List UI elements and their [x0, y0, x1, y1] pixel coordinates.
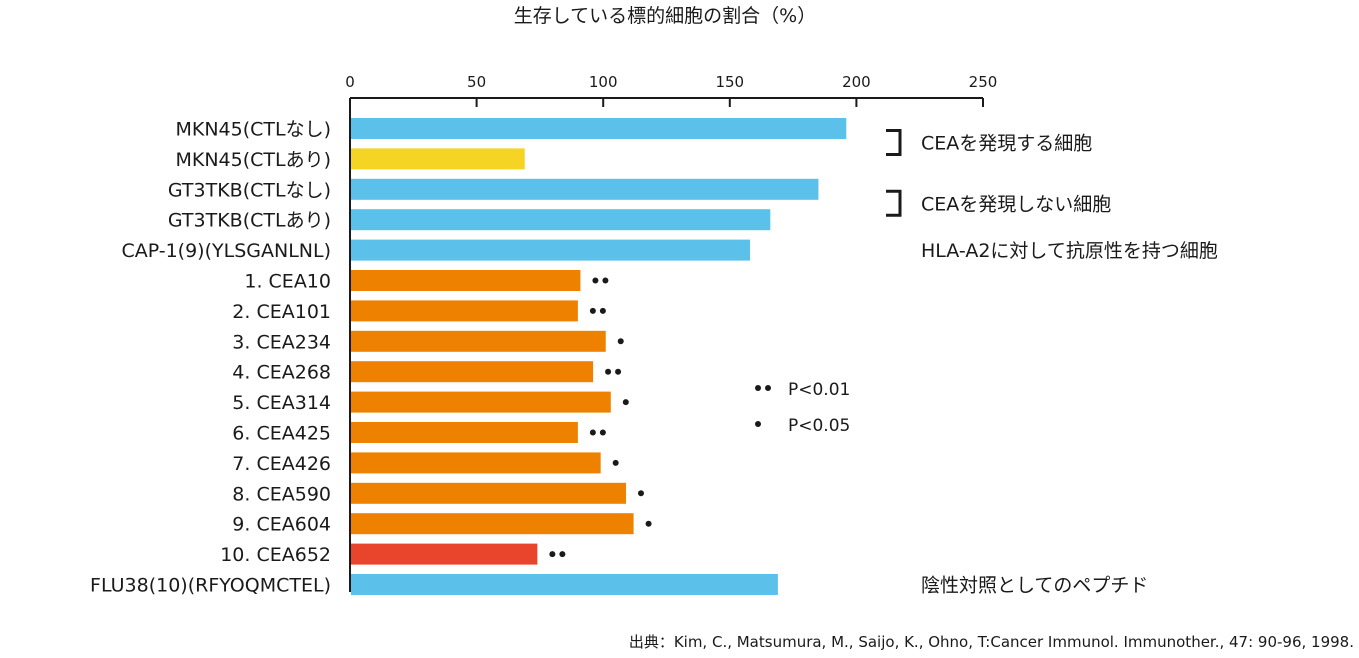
- significance-dot: [589, 429, 596, 436]
- category-label: MKN45(CTLあり): [175, 149, 331, 171]
- category-label: MKN45(CTLなし): [175, 119, 331, 141]
- category-label: 1. CEA10: [244, 271, 331, 293]
- bar: [351, 391, 611, 413]
- significance-dot: [615, 368, 622, 375]
- significance-dot: [599, 429, 606, 436]
- category-label: GT3TKB(CTLあり): [168, 210, 331, 232]
- x-tick-label: 150: [715, 73, 744, 91]
- group-label: CEAを発現しない細胞: [921, 193, 1111, 215]
- bar: [351, 330, 606, 352]
- bar: [351, 422, 578, 443]
- category-label: 6. CEA425: [232, 423, 331, 445]
- x-tick-label: 250: [969, 73, 998, 91]
- group-bracket: [886, 189, 902, 217]
- bar: [351, 118, 847, 139]
- category-label: 5. CEA314: [232, 392, 331, 414]
- category-label: 3. CEA234: [232, 331, 331, 353]
- group-label: 陰性対照としてのペプチド: [921, 575, 1148, 597]
- category-label: 2. CEA101: [232, 301, 331, 323]
- bar: [351, 543, 538, 565]
- significance-dot: [622, 399, 629, 406]
- significance-dot: [637, 490, 644, 497]
- bar: [351, 148, 525, 170]
- bar: [351, 574, 778, 595]
- source-citation: 出典：Kim, C., Matsumura, M., Saijo, K., Oh…: [629, 633, 1354, 651]
- significance-markers: [549, 277, 652, 558]
- x-tick-label: 200: [842, 73, 871, 91]
- significance-dot: [589, 307, 596, 314]
- category-label: CAP-1(9)(YLSGANLNL): [121, 240, 331, 262]
- bar: [351, 300, 578, 322]
- bar: [351, 361, 594, 383]
- category-label: 4. CEA268: [232, 362, 331, 384]
- category-label: 10. CEA652: [220, 544, 331, 566]
- bar: [351, 209, 771, 231]
- group-label: CEAを発現する細胞: [921, 133, 1092, 155]
- bar: [351, 452, 601, 474]
- category-labels: MKN45(CTLなし) MKN45(CTLあり) GT3TKB(CTLなし) GT3…: [90, 119, 331, 597]
- significance-dot: [617, 338, 624, 345]
- legend-label: P<0.05: [788, 416, 850, 436]
- bar: [351, 270, 581, 291]
- x-tick-label: 0: [345, 73, 355, 91]
- legend: P<0.01 P<0.05: [755, 380, 850, 436]
- x-axis: 0 50 100 150 200 250: [345, 73, 997, 592]
- category-label: 7. CEA426: [232, 453, 331, 475]
- legend-marker-dot: [765, 385, 771, 391]
- group-label: HLA-A2に対して抗原性を持つ細胞: [921, 240, 1218, 262]
- category-label: GT3TKB(CTLなし): [168, 179, 331, 201]
- x-tick-label: 100: [589, 73, 618, 91]
- chart-title: 生存している標的細胞の割合（%）: [514, 5, 817, 27]
- category-label: FLU38(10)(RFYOQMCTEL): [90, 575, 331, 597]
- bar: [351, 178, 819, 200]
- significance-dot: [592, 277, 599, 284]
- bars: [351, 118, 847, 595]
- significance-dot: [599, 307, 606, 314]
- category-label: 8. CEA590: [232, 483, 331, 505]
- legend-marker-dot: [755, 421, 761, 427]
- category-label: 9. CEA604: [232, 514, 331, 536]
- significance-dot: [612, 459, 619, 466]
- significance-dot: [549, 551, 556, 558]
- legend-label: P<0.01: [788, 380, 850, 400]
- bar: [351, 239, 751, 261]
- significance-dot: [645, 520, 652, 527]
- significance-dot: [605, 368, 612, 375]
- group-bracket: [886, 129, 902, 156]
- bar: [351, 482, 626, 504]
- group-annotations: CEAを発現する細胞 CEAを発現しない細胞 HLA-A2に対して抗原性を持つ細胞陰…: [886, 129, 1218, 597]
- significance-dot: [602, 277, 609, 284]
- x-tick-label: 50: [467, 73, 486, 91]
- bar: [351, 513, 634, 535]
- legend-marker-dot: [755, 385, 761, 391]
- significance-dot: [559, 551, 566, 558]
